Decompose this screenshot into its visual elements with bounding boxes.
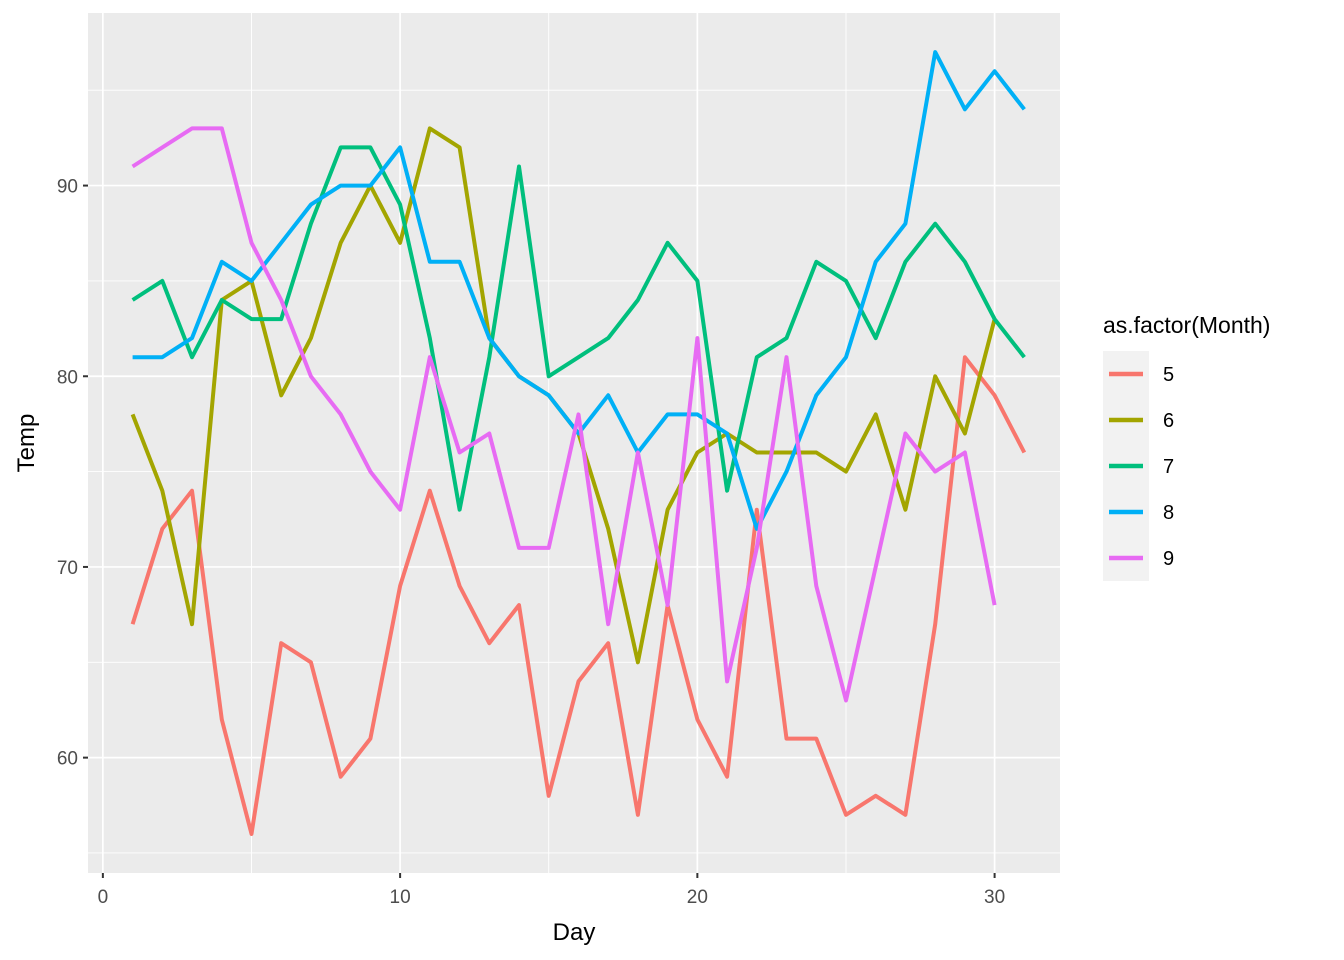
x-tick-label-10: 10 — [390, 887, 411, 908]
y-tick-label-90: 90 — [57, 177, 78, 198]
legend-title: as.factor(Month) — [1103, 312, 1270, 338]
legend-keys: 5 6 7 8 9 — [1103, 351, 1174, 581]
series-line-month-8 — [132, 50, 1026, 531]
grid-lines — [88, 13, 1060, 873]
x-tick-label-30: 30 — [984, 887, 1005, 908]
y-axis-title: Temp — [13, 414, 40, 473]
legend-label-9: 9 — [1163, 548, 1174, 570]
legend-label-7: 7 — [1163, 456, 1174, 478]
legend-label-8: 8 — [1163, 502, 1174, 524]
x-tick-label-20: 20 — [687, 887, 708, 908]
legend-label-6: 6 — [1163, 410, 1174, 432]
legend-label-5: 5 — [1163, 364, 1174, 386]
series-line-month-5 — [130, 355, 1027, 836]
y-tick-label-70: 70 — [57, 558, 78, 579]
y-tick-label-80: 80 — [57, 367, 78, 388]
data-series — [130, 50, 1027, 836]
axes: 0 10 20 30 60 70 80 90 — [57, 177, 1005, 908]
x-axis-title: Day — [553, 919, 596, 946]
series-line-month-9 — [131, 126, 997, 703]
series-line-month-7 — [131, 145, 1026, 512]
x-tick-label-0: 0 — [98, 887, 109, 908]
y-tick-label-60: 60 — [57, 749, 78, 770]
legend: as.factor(Month) 5 6 7 8 9 — [1103, 312, 1270, 581]
